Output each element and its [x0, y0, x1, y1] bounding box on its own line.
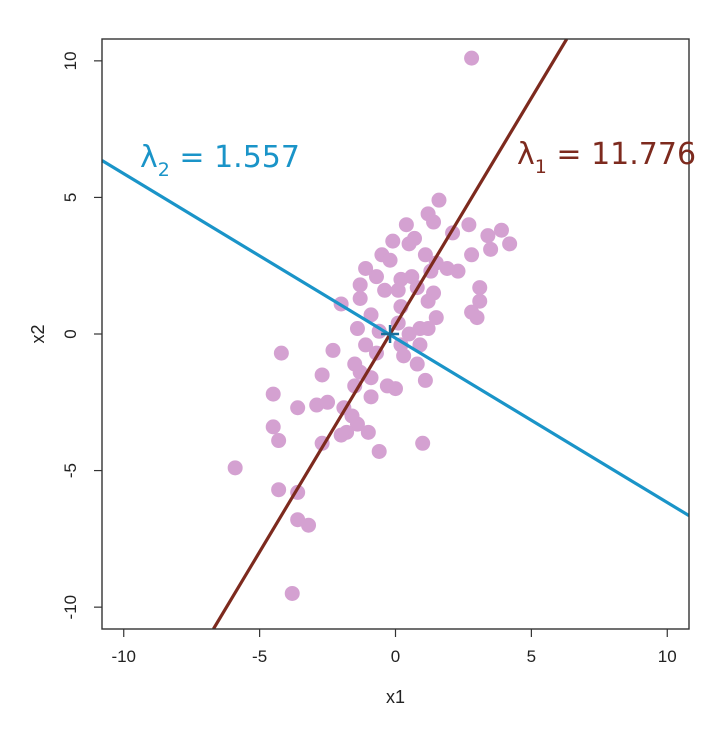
data-point [431, 192, 447, 208]
lambda1-value: = 11.776 [547, 137, 696, 172]
data-point [382, 252, 398, 268]
x-tick-label: 0 [391, 647, 400, 666]
data-point [390, 282, 406, 298]
data-point [439, 260, 455, 276]
lambda2-value: = 1.557 [170, 140, 300, 175]
data-point [426, 214, 442, 230]
data-point [360, 424, 376, 440]
x-tick-label: 5 [527, 647, 536, 666]
y-tick-label: 5 [61, 193, 80, 202]
lambda1-label: λ1 = 11.776 [517, 137, 696, 178]
data-point [371, 443, 387, 459]
data-point [363, 389, 379, 405]
data-point [428, 310, 444, 326]
x-tick-label: 10 [658, 647, 677, 666]
data-point [417, 247, 433, 263]
lambda2-subscript: 2 [158, 159, 170, 181]
data-point [398, 217, 414, 233]
data-point [412, 337, 428, 353]
x-tick-label: -5 [252, 647, 267, 666]
data-point [407, 230, 423, 246]
y-tick-label: 10 [61, 51, 80, 70]
data-point [420, 293, 436, 309]
data-point [265, 419, 281, 435]
data-point [227, 460, 243, 476]
data-point [265, 386, 281, 402]
data-point [358, 337, 374, 353]
data-point [271, 433, 287, 449]
data-point [415, 435, 431, 451]
data-point [396, 348, 412, 364]
data-point [464, 50, 480, 66]
data-point [483, 241, 499, 257]
data-point [352, 277, 368, 293]
lambda1-symbol: λ [517, 137, 535, 172]
lambda1-subscript: 1 [535, 156, 547, 178]
data-point [363, 307, 379, 323]
data-point [388, 381, 403, 397]
data-point [417, 372, 433, 388]
data-point [472, 293, 488, 309]
data-point [314, 367, 330, 383]
x-tick-label: -10 [111, 647, 136, 666]
axes-layer: -10 -5 0 5 10 -10 -5 0 5 10 x1 x2 [28, 38, 690, 707]
y-axis-title: x2 [28, 324, 48, 343]
y-tick-label: -5 [61, 463, 80, 478]
data-point [464, 247, 480, 263]
data-point [349, 321, 365, 337]
y-tick-label: 0 [61, 329, 80, 338]
data-point [385, 233, 401, 249]
data-point [290, 400, 306, 416]
pc2-line [102, 159, 689, 518]
data-point [301, 517, 317, 533]
data-point [284, 585, 300, 601]
data-point [271, 482, 287, 498]
x-axis-title: x1 [386, 687, 405, 707]
data-point [480, 228, 496, 244]
data-point [273, 345, 289, 361]
data-point [352, 290, 368, 306]
data-point [325, 342, 341, 358]
data-point [409, 356, 425, 372]
data-point [461, 217, 477, 233]
lines-layer [102, 39, 689, 629]
data-point [358, 260, 374, 276]
data-point [469, 310, 485, 326]
lambda2-symbol: λ [140, 140, 158, 175]
data-point [502, 236, 518, 252]
lambda2-label: λ2 = 1.557 [140, 140, 300, 181]
y-tick-label: -10 [61, 595, 80, 620]
data-point [333, 427, 349, 443]
data-point [368, 269, 384, 285]
data-point [349, 416, 365, 432]
data-point [420, 321, 436, 337]
data-point [472, 280, 488, 296]
data-point [377, 282, 393, 298]
data-point [320, 394, 336, 410]
data-point [493, 222, 509, 238]
